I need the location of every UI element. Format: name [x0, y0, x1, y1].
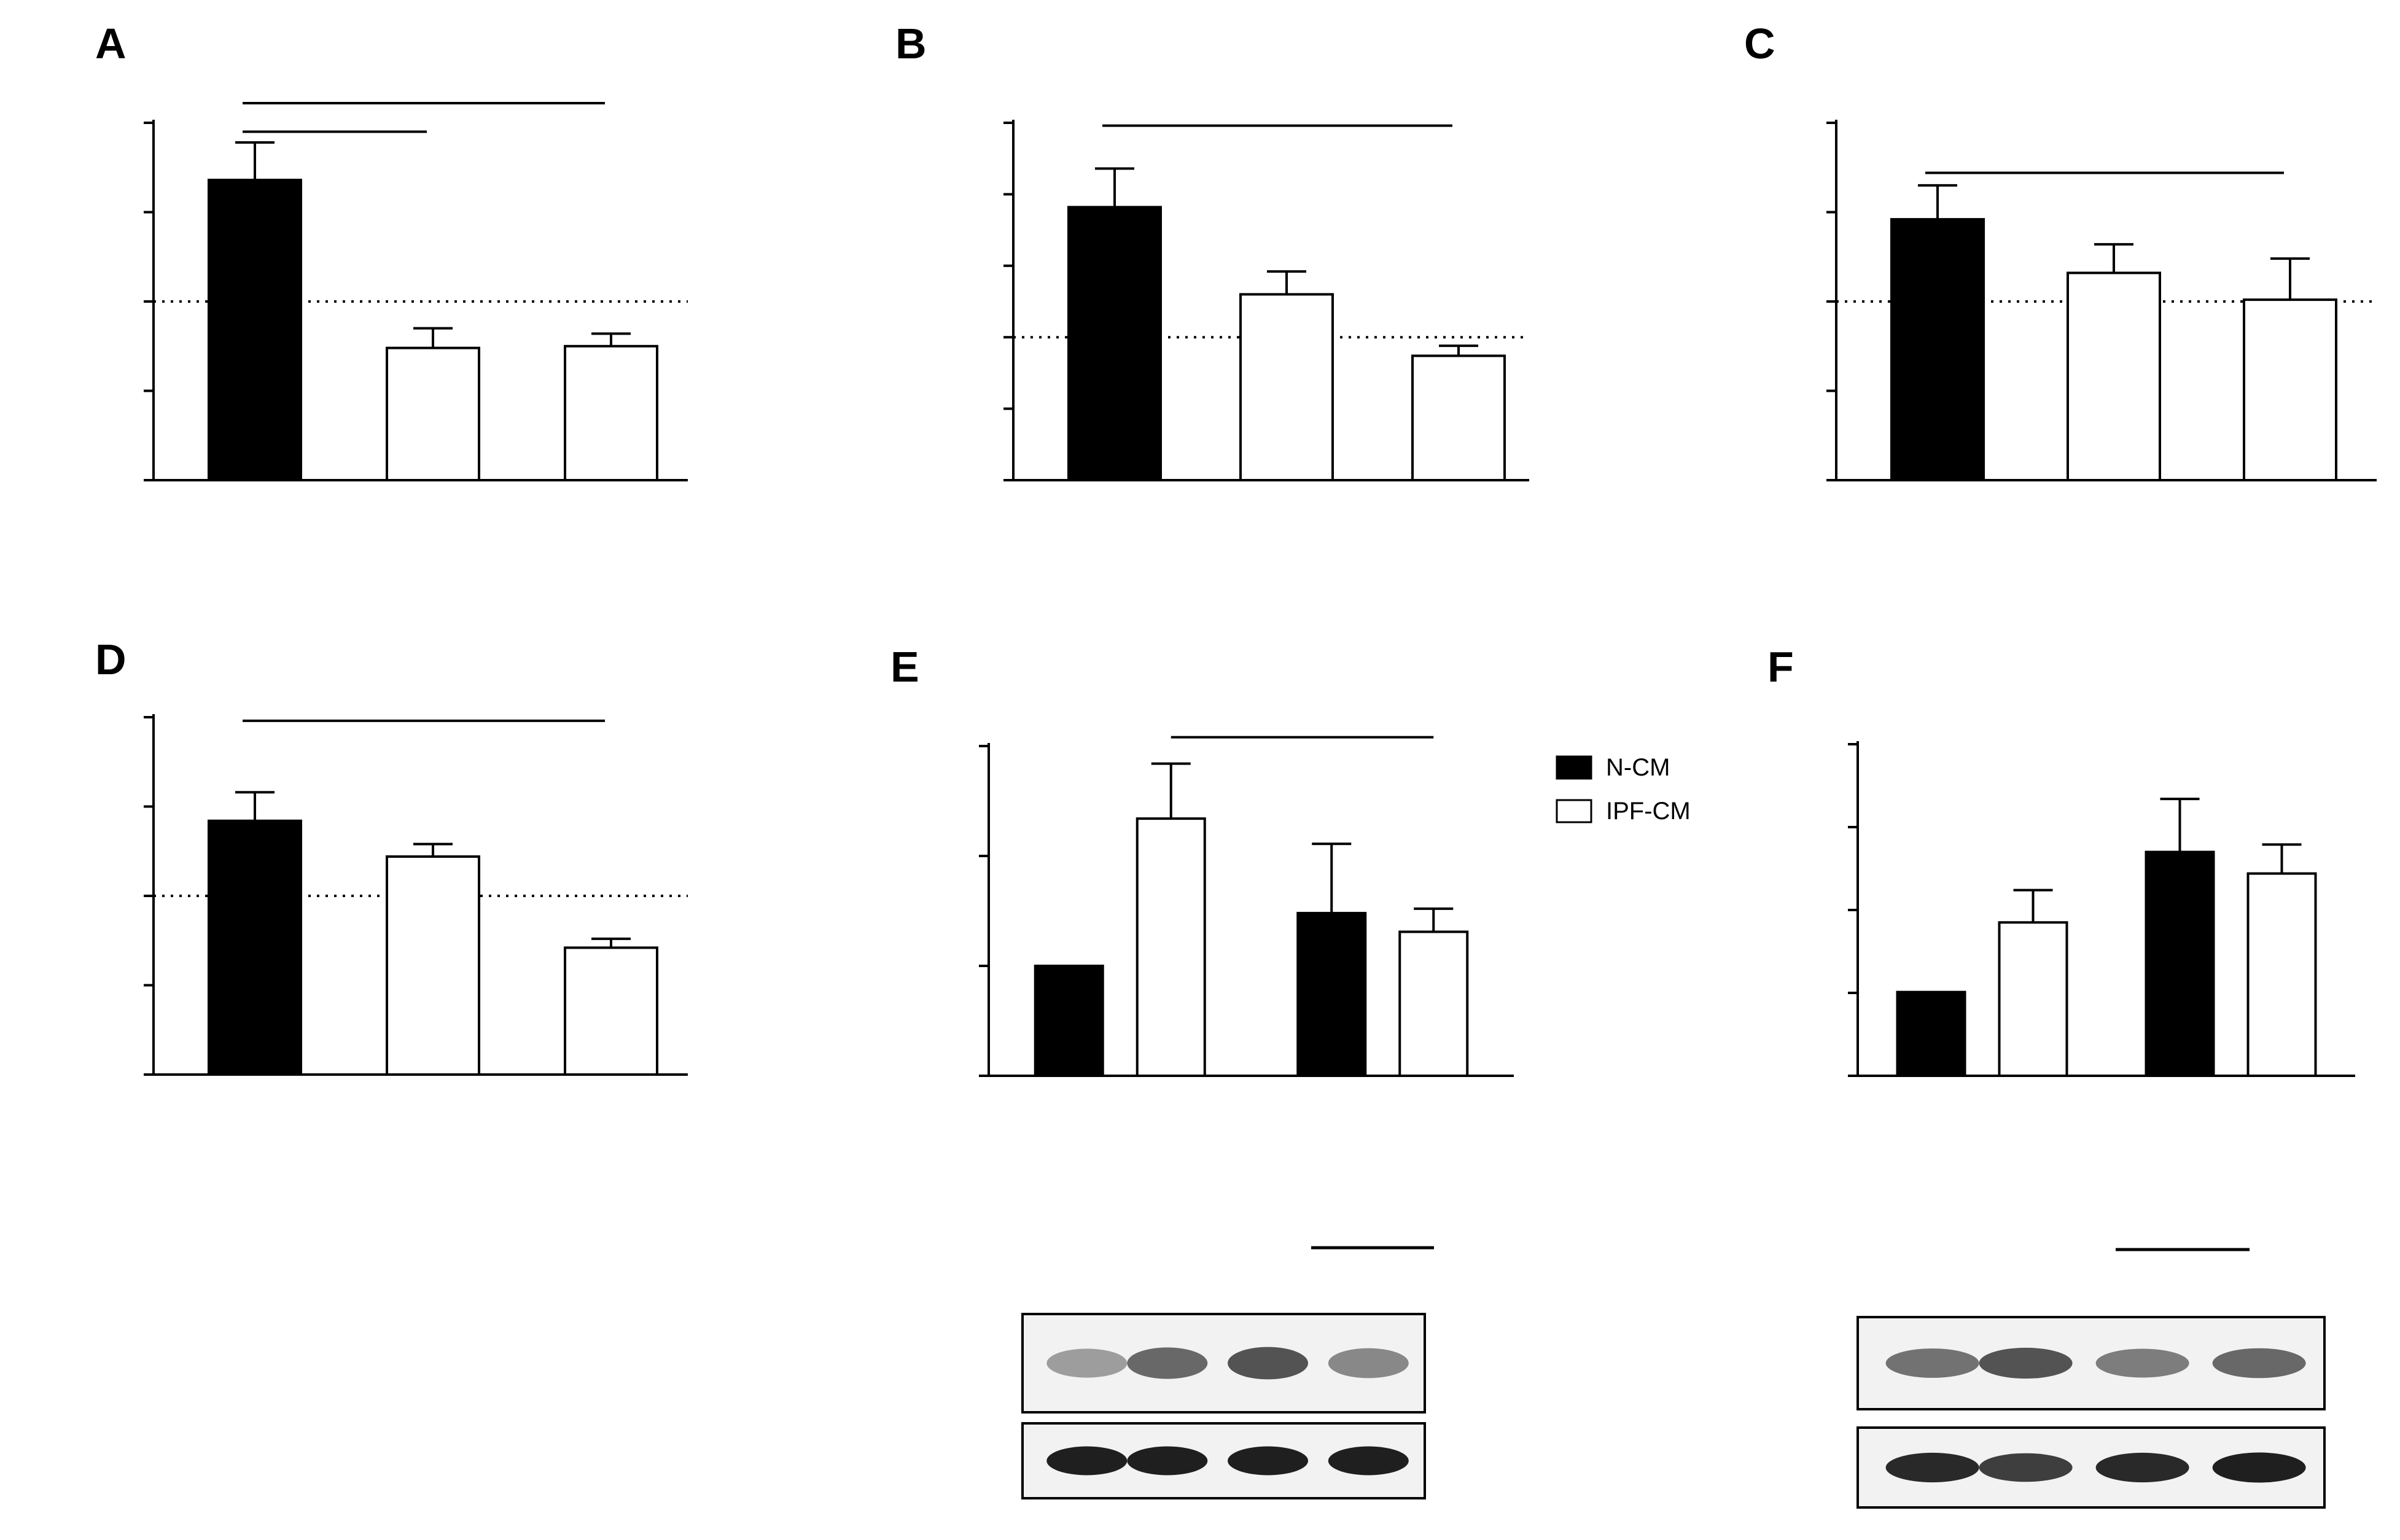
blot-band	[1328, 1446, 1409, 1476]
legend-label-n-cm: N-CM	[1606, 754, 1670, 781]
bar	[386, 346, 480, 481]
chart-b	[1003, 120, 1529, 481]
blot-band	[1885, 1452, 1979, 1483]
bar-ipf-cm	[1136, 817, 1206, 1077]
bar-ipf-cm	[1998, 921, 2068, 1077]
legend-label-ipf-cm: IPF-CM	[1606, 798, 1691, 825]
bar	[1067, 206, 1162, 481]
blot-band	[1885, 1348, 1979, 1378]
panel-letter-a: A	[95, 20, 127, 68]
blot-band	[2095, 1348, 2189, 1378]
bar	[1411, 354, 1506, 481]
bar	[564, 946, 658, 1076]
panel-letter-b: B	[895, 20, 927, 68]
western-blot-1	[1021, 1246, 1434, 1499]
bar	[2243, 298, 2337, 481]
chart-c	[1826, 120, 2377, 481]
blot-band	[1228, 1446, 1309, 1476]
bar-n-cm	[1296, 912, 1367, 1077]
chart-a	[144, 101, 688, 481]
bar-n-cm	[1896, 990, 1966, 1078]
panel-letter-e: E	[890, 643, 919, 691]
blot-band	[1328, 1348, 1409, 1379]
legend: N-CM IPF-CM	[1556, 754, 1691, 825]
chart-e	[979, 736, 1514, 1078]
charts-layer	[144, 101, 2377, 1078]
blot-band	[1228, 1347, 1309, 1380]
western-blot-2	[1856, 1248, 2326, 1509]
blot-band	[1979, 1347, 2073, 1379]
bar	[1890, 218, 1985, 481]
bar-n-cm	[1034, 965, 1104, 1077]
bar-n-cm	[2145, 850, 2215, 1077]
bar	[386, 855, 480, 1076]
blot-band	[2212, 1452, 2306, 1483]
blot-band	[1046, 1446, 1128, 1476]
blot-band	[1127, 1446, 1208, 1476]
blot-band	[2095, 1452, 2189, 1483]
blot-band	[1046, 1348, 1128, 1378]
bar-ipf-cm	[1398, 930, 1469, 1078]
legend-swatch-n-cm	[1556, 755, 1592, 780]
bar-ipf-cm	[2246, 872, 2317, 1077]
panel-letter-c: C	[1744, 20, 1775, 68]
blots-layer	[1021, 1246, 2326, 1509]
legend-swatch-ipf-cm	[1556, 799, 1592, 823]
blot-band	[1979, 1453, 2073, 1482]
blot-band	[1127, 1347, 1208, 1379]
bar	[564, 344, 658, 481]
bar	[1239, 293, 1334, 481]
bar	[208, 819, 302, 1076]
blot-band	[2212, 1348, 2306, 1379]
chart-d	[144, 714, 688, 1076]
bar	[2067, 271, 2161, 481]
bar	[208, 179, 302, 481]
panel-letter-d: D	[95, 636, 127, 683]
chart-f	[1848, 741, 2355, 1078]
panel-letter-f: F	[1767, 643, 1794, 691]
